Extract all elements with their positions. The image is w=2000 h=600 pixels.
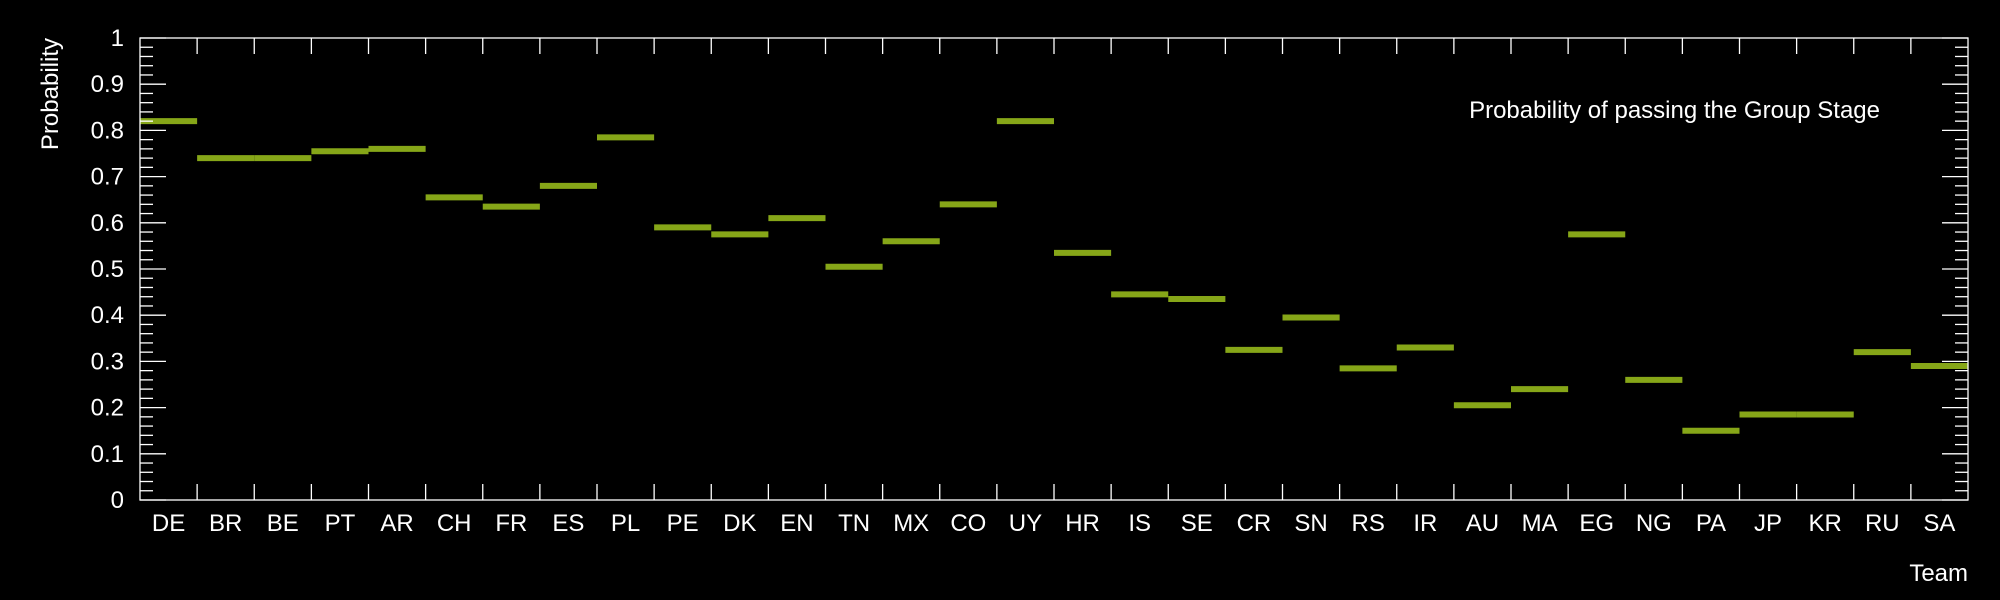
x-tick-label: PT	[325, 510, 356, 537]
x-tick-label: FR	[495, 510, 527, 537]
x-tick-label: PL	[611, 510, 640, 537]
y-axis-title: Probability	[37, 38, 64, 150]
x-tick-label: CO	[950, 510, 986, 537]
x-tick-label: KR	[1809, 510, 1842, 537]
y-tick-label: 0	[111, 487, 124, 514]
x-tick-label: UY	[1009, 510, 1042, 537]
x-tick-label: DK	[723, 510, 756, 537]
x-tick-label: CR	[1237, 510, 1272, 537]
x-tick-label: AU	[1466, 510, 1499, 537]
x-tick-label: NG	[1636, 510, 1672, 537]
x-tick-label: IS	[1128, 510, 1151, 537]
x-tick-label: TN	[838, 510, 870, 537]
x-tick-label: IR	[1413, 510, 1437, 537]
x-tick-label: CH	[437, 510, 472, 537]
y-tick-label: 0.1	[91, 441, 124, 468]
legend-label: Probability of passing the Group Stage	[1469, 97, 1880, 124]
y-tick-label: 0.7	[91, 164, 124, 191]
x-tick-label: HR	[1065, 510, 1100, 537]
x-tick-label: EG	[1579, 510, 1614, 537]
x-tick-label: MA	[1522, 510, 1558, 537]
y-tick-label: 0.9	[91, 71, 124, 98]
x-tick-label: RS	[1352, 510, 1385, 537]
y-tick-label: 0.2	[91, 395, 124, 422]
x-tick-label: DE	[152, 510, 185, 537]
x-tick-label: JP	[1754, 510, 1782, 537]
bar-marks	[140, 118, 1968, 434]
x-tick-label: BE	[267, 510, 299, 537]
x-tick-label: MX	[893, 510, 929, 537]
x-ticks: DE BR BE PT AR CH FR ES PL PE DK EN TN MX CO UY HR IS SE CR…	[152, 38, 1955, 537]
x-tick-label: BR	[209, 510, 242, 537]
x-tick-label: PA	[1696, 510, 1726, 537]
y-tick-label: 0.4	[91, 302, 124, 329]
x-tick-label: SE	[1181, 510, 1213, 537]
x-tick-label: RU	[1865, 510, 1900, 537]
x-tick-label: SA	[1923, 510, 1955, 537]
x-tick-label: ES	[552, 510, 584, 537]
y-tick-label: 1	[111, 25, 124, 52]
x-tick-label: PE	[667, 510, 699, 537]
y-ticks: 0 0.1 0.2 0.3 0.4 0.5 0.6 0.7 0.8 0.9 1	[91, 25, 1968, 514]
y-tick-label: 0.5	[91, 256, 124, 283]
y-tick-label: 0.6	[91, 210, 124, 237]
y-tick-label: 0.8	[91, 117, 124, 144]
x-tick-label: EN	[780, 510, 813, 537]
x-tick-label: SN	[1294, 510, 1327, 537]
x-tick-label: AR	[380, 510, 413, 537]
x-axis-title: Team	[1909, 560, 1968, 587]
y-tick-label: 0.3	[91, 348, 124, 375]
